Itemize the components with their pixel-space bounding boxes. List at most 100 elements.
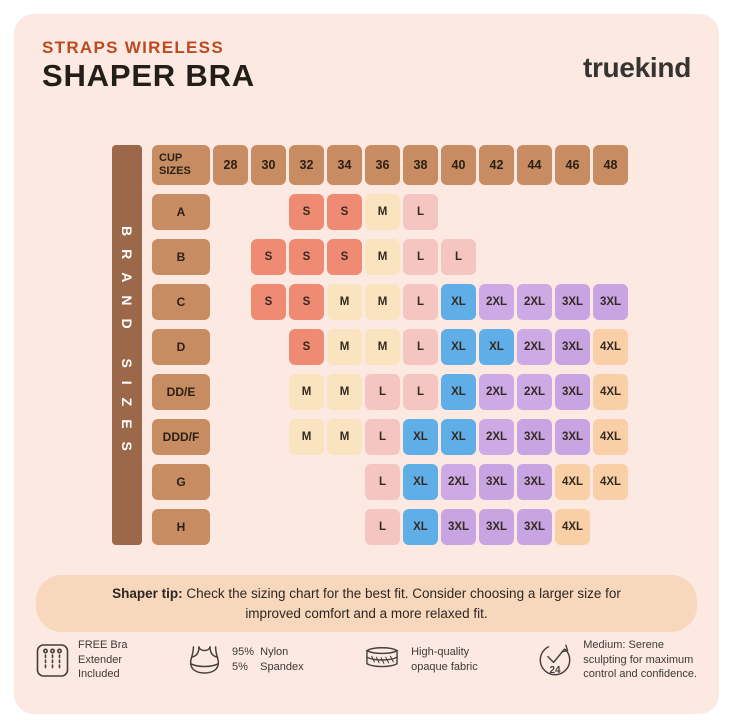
empty-cell bbox=[327, 464, 362, 500]
size-cell-b-34: S bbox=[327, 239, 362, 275]
feature-text-line: High-quality bbox=[411, 646, 470, 659]
size-cell-ddd-f-36: L bbox=[365, 419, 400, 455]
size-cell-a-34: S bbox=[327, 194, 362, 230]
empty-cell bbox=[251, 329, 286, 365]
feature-text: 95% Nylon 5% Spandex bbox=[232, 645, 304, 674]
size-cell-h-46: 4XL bbox=[555, 509, 590, 545]
empty-cell bbox=[213, 464, 248, 500]
size-cell-d-32: S bbox=[289, 329, 324, 365]
fabric-layers-icon bbox=[362, 644, 402, 676]
size-cell-d-36: M bbox=[365, 329, 400, 365]
empty-cell bbox=[441, 194, 476, 230]
empty-cell bbox=[555, 239, 590, 275]
cup-row-label-ddd-f: DDD/F bbox=[152, 419, 210, 455]
size-cell-b-36: M bbox=[365, 239, 400, 275]
band-size-header-38: 38 bbox=[403, 145, 438, 185]
size-cell-g-46: 4XL bbox=[555, 464, 590, 500]
size-cell-c-36: M bbox=[365, 284, 400, 320]
empty-cell bbox=[213, 419, 248, 455]
svg-text:24: 24 bbox=[550, 665, 562, 676]
size-cell-g-42: 3XL bbox=[479, 464, 514, 500]
size-cell-c-32: S bbox=[289, 284, 324, 320]
size-cell-h-42: 3XL bbox=[479, 509, 514, 545]
cup-row-label-g: G bbox=[152, 464, 210, 500]
feature-text-line: Medium: Serene bbox=[583, 639, 664, 651]
band-size-header-48: 48 bbox=[593, 145, 628, 185]
size-cell-b-38: L bbox=[403, 239, 438, 275]
size-cell-d-34: M bbox=[327, 329, 362, 365]
size-cell-c-34: M bbox=[327, 284, 362, 320]
size-cell-dd-e-40: XL bbox=[441, 374, 476, 410]
band-size-header-28: 28 bbox=[213, 145, 248, 185]
cup-row-label-c: C bbox=[152, 284, 210, 320]
empty-cell bbox=[593, 194, 628, 230]
size-cell-d-46: 3XL bbox=[555, 329, 590, 365]
size-cell-b-30: S bbox=[251, 239, 286, 275]
empty-cell bbox=[517, 239, 552, 275]
feature-text-line: Extender bbox=[78, 653, 123, 666]
product-title: SHAPER BRA bbox=[42, 58, 255, 93]
empty-cell bbox=[251, 509, 286, 545]
feature-text-line: control and confidence. bbox=[583, 668, 697, 681]
size-cell-g-40: 2XL bbox=[441, 464, 476, 500]
feature-text-line: opaque fabric bbox=[411, 660, 478, 673]
cup-row-label-b: B bbox=[152, 239, 210, 275]
size-cell-dd-e-38: L bbox=[403, 374, 438, 410]
features-row: FREE Bra Extender Included 95% Nylon 5% … bbox=[36, 638, 697, 682]
feature-opaque-fabric: High-quality opaque fabric bbox=[362, 644, 478, 676]
size-cell-dd-e-36: L bbox=[365, 374, 400, 410]
size-cell-d-44: 2XL bbox=[517, 329, 552, 365]
cup-row-label-h: H bbox=[152, 509, 210, 545]
band-size-header-46: 46 bbox=[555, 145, 590, 185]
size-chart-grid: CUP SIZES 28 30 32 34 36 38 40 42 44 46 48 A S S M L B S S S… bbox=[152, 145, 628, 545]
cup-sizes-header: CUP SIZES bbox=[152, 145, 210, 185]
empty-cell bbox=[213, 374, 248, 410]
size-cell-ddd-f-40: XL bbox=[441, 419, 476, 455]
brand-sizes-label: BRAND SIZES bbox=[119, 226, 135, 464]
feature-text-line: 95% Nylon bbox=[232, 646, 289, 659]
feature-text: High-quality opaque fabric bbox=[411, 645, 478, 674]
cup-row-label-a: A bbox=[152, 194, 210, 230]
brand-sizes-bar: BRAND SIZES bbox=[112, 145, 142, 545]
size-cell-c-38: L bbox=[403, 284, 438, 320]
empty-cell bbox=[213, 284, 248, 320]
empty-cell bbox=[251, 374, 286, 410]
size-cell-ddd-f-42: 2XL bbox=[479, 419, 514, 455]
clock-24-icon: 24 bbox=[536, 641, 574, 679]
size-cell-dd-e-48: 4XL bbox=[593, 374, 628, 410]
size-cell-a-32: S bbox=[289, 194, 324, 230]
size-cell-h-36: L bbox=[365, 509, 400, 545]
size-cell-b-32: S bbox=[289, 239, 324, 275]
size-cell-c-46: 3XL bbox=[555, 284, 590, 320]
size-cell-g-44: 3XL bbox=[517, 464, 552, 500]
empty-cell bbox=[555, 194, 590, 230]
feature-text-line: sculpting for maximum bbox=[583, 653, 694, 666]
size-cell-c-48: 3XL bbox=[593, 284, 628, 320]
size-cell-ddd-f-32: M bbox=[289, 419, 324, 455]
size-cell-c-42: 2XL bbox=[479, 284, 514, 320]
feature-text: FREE Bra Extender Included bbox=[78, 638, 128, 682]
tip-body: Check the sizing chart for the best fit.… bbox=[186, 586, 621, 621]
size-cell-h-44: 3XL bbox=[517, 509, 552, 545]
feature-text-line: FREE Bra bbox=[78, 639, 128, 651]
size-cell-dd-e-42: 2XL bbox=[479, 374, 514, 410]
empty-cell bbox=[213, 329, 248, 365]
size-cell-dd-e-46: 3XL bbox=[555, 374, 590, 410]
size-cell-a-38: L bbox=[403, 194, 438, 230]
size-cell-c-44: 2XL bbox=[517, 284, 552, 320]
feature-control-level: 24 Medium: Serene sculpting for maximum … bbox=[536, 638, 697, 682]
size-cell-ddd-f-48: 4XL bbox=[593, 419, 628, 455]
brand-logo: truekind bbox=[582, 52, 691, 83]
feature-text-line: 5% Spandex bbox=[232, 660, 304, 673]
size-cell-c-40: XL bbox=[441, 284, 476, 320]
empty-cell bbox=[593, 239, 628, 275]
empty-cell bbox=[251, 194, 286, 230]
band-size-header-44: 44 bbox=[517, 145, 552, 185]
size-cell-h-40: 3XL bbox=[441, 509, 476, 545]
empty-cell bbox=[479, 194, 514, 230]
bra-extender-icon bbox=[36, 641, 69, 678]
empty-cell bbox=[213, 239, 248, 275]
band-size-header-40: 40 bbox=[441, 145, 476, 185]
size-cell-ddd-f-46: 3XL bbox=[555, 419, 590, 455]
empty-cell bbox=[327, 509, 362, 545]
